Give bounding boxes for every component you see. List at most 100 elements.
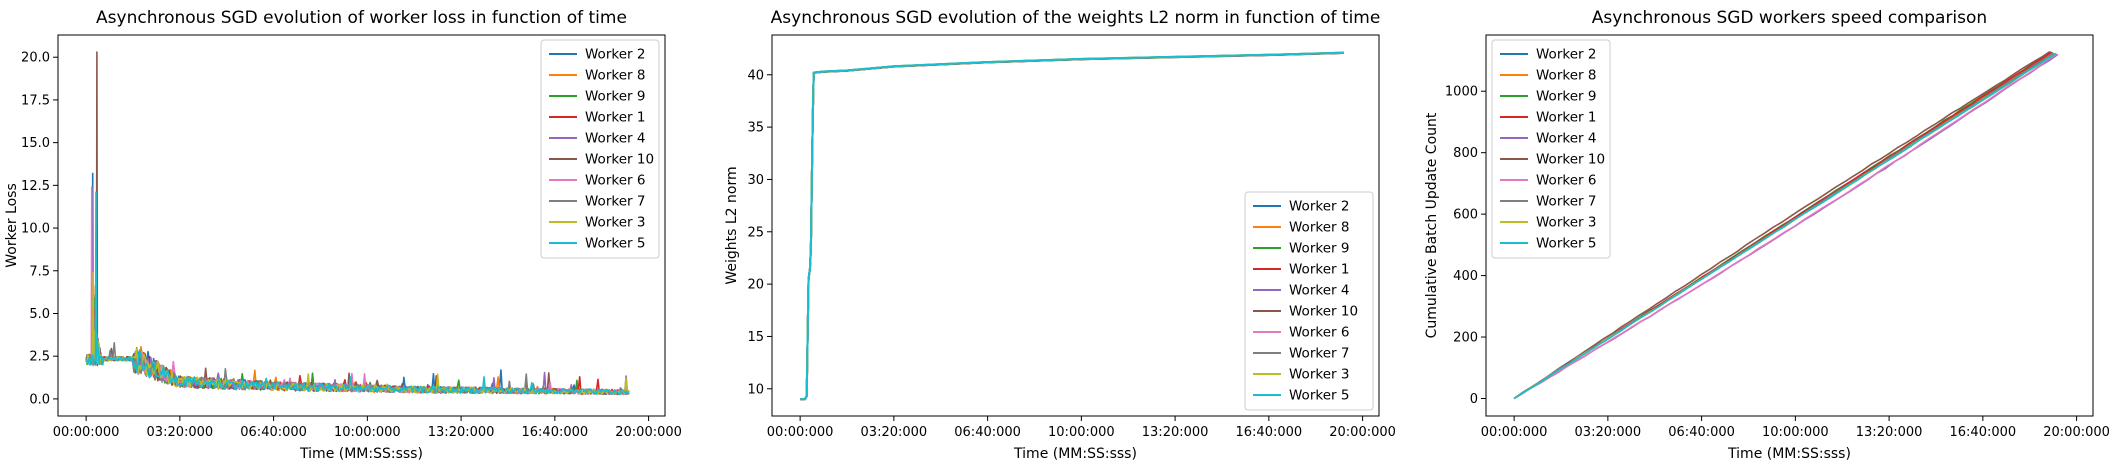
legend-entry-label: Worker 3 (1289, 367, 1349, 383)
legend-entry-label: Worker 6 (1289, 325, 1349, 341)
y-tick-label: 25 (747, 225, 764, 240)
y-tick-label: 12.5 (21, 179, 50, 194)
legend-box (540, 39, 660, 259)
y-tick-label: 0.0 (29, 392, 50, 407)
legend-entry-label: Worker 3 (1536, 215, 1596, 231)
legend-entry-label: Worker 7 (585, 194, 645, 210)
legend-entry-label: Worker 9 (1536, 89, 1596, 105)
plot-area (1513, 50, 2059, 400)
x-tick-label: 13:20:000 (1856, 425, 1923, 440)
legend-entry-label: Worker 4 (585, 131, 645, 147)
chart-2: Asynchronous SGD evolution of the weight… (724, 8, 1396, 462)
legend: Worker 2 Worker 8 Worker 9 Worker 1 Worker 4… (540, 39, 660, 259)
y-tick-label: 400 (1453, 269, 1478, 284)
x-tick-label: 20:00:000 (615, 425, 682, 440)
legend-entry-label: Worker 10 (585, 152, 654, 168)
y-tick-label: 20 (747, 278, 764, 293)
y-axis-label: Weights L2 norm (724, 166, 740, 284)
legend-entry-label: Worker 9 (585, 89, 645, 105)
x-tick-label: 13:20:000 (428, 425, 495, 440)
chart-title: Asynchronous SGD workers speed compariso… (1592, 8, 1987, 28)
x-tick-label: 16:40:000 (1236, 425, 1303, 440)
x-axis-label: Time (MM:SS:sss) (299, 446, 423, 462)
y-tick-label: 200 (1453, 331, 1478, 346)
chart-3: Asynchronous SGD workers speed compariso… (1424, 8, 2110, 462)
chart-1: Asynchronous SGD evolution of worker los… (4, 8, 682, 462)
legend-entry-label: Worker 3 (585, 215, 645, 231)
legend-entry-label: Worker 2 (1289, 199, 1349, 215)
x-axis-label: Time (MM:SS:sss) (1727, 446, 1851, 462)
legend-entry-label: Worker 2 (585, 47, 645, 63)
legend-entry-label: Worker 8 (1536, 68, 1596, 84)
legend: Worker 2 Worker 8 Worker 9 Worker 1 Worker 4… (1491, 39, 1611, 259)
y-tick-label: 600 (1453, 208, 1478, 223)
legend-entry-label: Worker 7 (1536, 194, 1596, 210)
x-tick-label: 00:00:000 (767, 425, 834, 440)
series-line-worker-3 (85, 271, 630, 395)
x-tick-label: 10:00:000 (334, 425, 401, 440)
legend-entry-label: Worker 4 (1289, 283, 1349, 299)
y-tick-label: 30 (747, 173, 764, 188)
x-tick-label: 00:00:000 (53, 425, 120, 440)
x-tick-label: 06:40:000 (954, 425, 1021, 440)
legend-entry-label: Worker 7 (1289, 346, 1349, 362)
y-tick-label: 2.5 (29, 350, 50, 365)
x-tick-label: 13:20:000 (1142, 425, 1209, 440)
y-axis-label: Worker Loss (4, 183, 20, 267)
legend-entry-label: Worker 8 (1289, 220, 1349, 236)
x-axis-label: Time (MM:SS:sss) (1013, 446, 1137, 462)
y-tick-label: 5.0 (29, 307, 50, 322)
series-line-worker-5 (1513, 52, 2057, 400)
legend-entry-label: Worker 6 (585, 173, 645, 189)
y-tick-label: 15 (747, 330, 764, 345)
x-tick-label: 03:20:000 (861, 425, 928, 440)
y-tick-label: 0 (1470, 392, 1478, 407)
x-tick-label: 03:20:000 (147, 425, 214, 440)
axes-frame (57, 34, 666, 417)
y-axis-label: Cumulative Batch Update Count (1424, 112, 1440, 338)
y-tick-label: 40 (747, 68, 764, 83)
y-tick-label: 35 (747, 121, 764, 136)
legend-entry-label: Worker 10 (1536, 152, 1605, 168)
legend-entry-label: Worker 1 (1289, 262, 1349, 278)
y-tick-label: 10 (747, 382, 764, 397)
legend-entry-label: Worker 5 (585, 236, 645, 252)
series-line-worker-10 (1513, 50, 2051, 400)
x-tick-label: 10:00:000 (1048, 425, 1115, 440)
y-tick-label: 17.5 (21, 93, 50, 108)
series-line-worker-6 (1513, 53, 2058, 400)
x-tick-label: 03:20:000 (1575, 425, 1642, 440)
series-line-worker-5 (85, 191, 630, 395)
chart-title: Asynchronous SGD evolution of worker los… (96, 8, 627, 28)
legend-entry-label: Worker 10 (1289, 304, 1358, 320)
x-tick-label: 06:40:000 (240, 425, 307, 440)
x-tick-label: 16:40:000 (522, 425, 589, 440)
legend-entry-label: Worker 2 (1536, 47, 1596, 63)
plot-area (800, 51, 1344, 401)
legend-entry-label: Worker 6 (1536, 173, 1596, 189)
axes-frame (1485, 34, 2094, 417)
legend-box (1244, 191, 1374, 411)
y-tick-label: 1000 (1445, 85, 1478, 100)
x-tick-label: 06:40:000 (1668, 425, 1735, 440)
x-tick-label: 00:00:000 (1481, 425, 1548, 440)
x-tick-label: 16:40:000 (1950, 425, 2017, 440)
y-tick-label: 15.0 (21, 136, 50, 151)
y-tick-label: 800 (1453, 146, 1478, 161)
x-tick-label: 20:00:000 (2043, 425, 2110, 440)
chart-title: Asynchronous SGD evolution of the weight… (771, 8, 1381, 28)
legend-entry-label: Worker 8 (585, 68, 645, 84)
legend-entry-label: Worker 4 (1536, 131, 1596, 147)
y-tick-label: 7.5 (29, 264, 50, 279)
x-tick-label: 20:00:000 (1329, 425, 1396, 440)
y-tick-label: 10.0 (21, 222, 50, 237)
plot-area (85, 51, 630, 396)
series-line-worker-5 (800, 51, 1344, 401)
legend-entry-label: Worker 5 (1536, 236, 1596, 252)
legend-entry-label: Worker 1 (585, 110, 645, 126)
legend: Worker 2 Worker 8 Worker 9 Worker 1 Worker 4… (1244, 191, 1374, 411)
x-tick-label: 10:00:000 (1762, 425, 1829, 440)
legend-entry-label: Worker 9 (1289, 241, 1349, 257)
legend-entry-label: Worker 5 (1289, 388, 1349, 404)
